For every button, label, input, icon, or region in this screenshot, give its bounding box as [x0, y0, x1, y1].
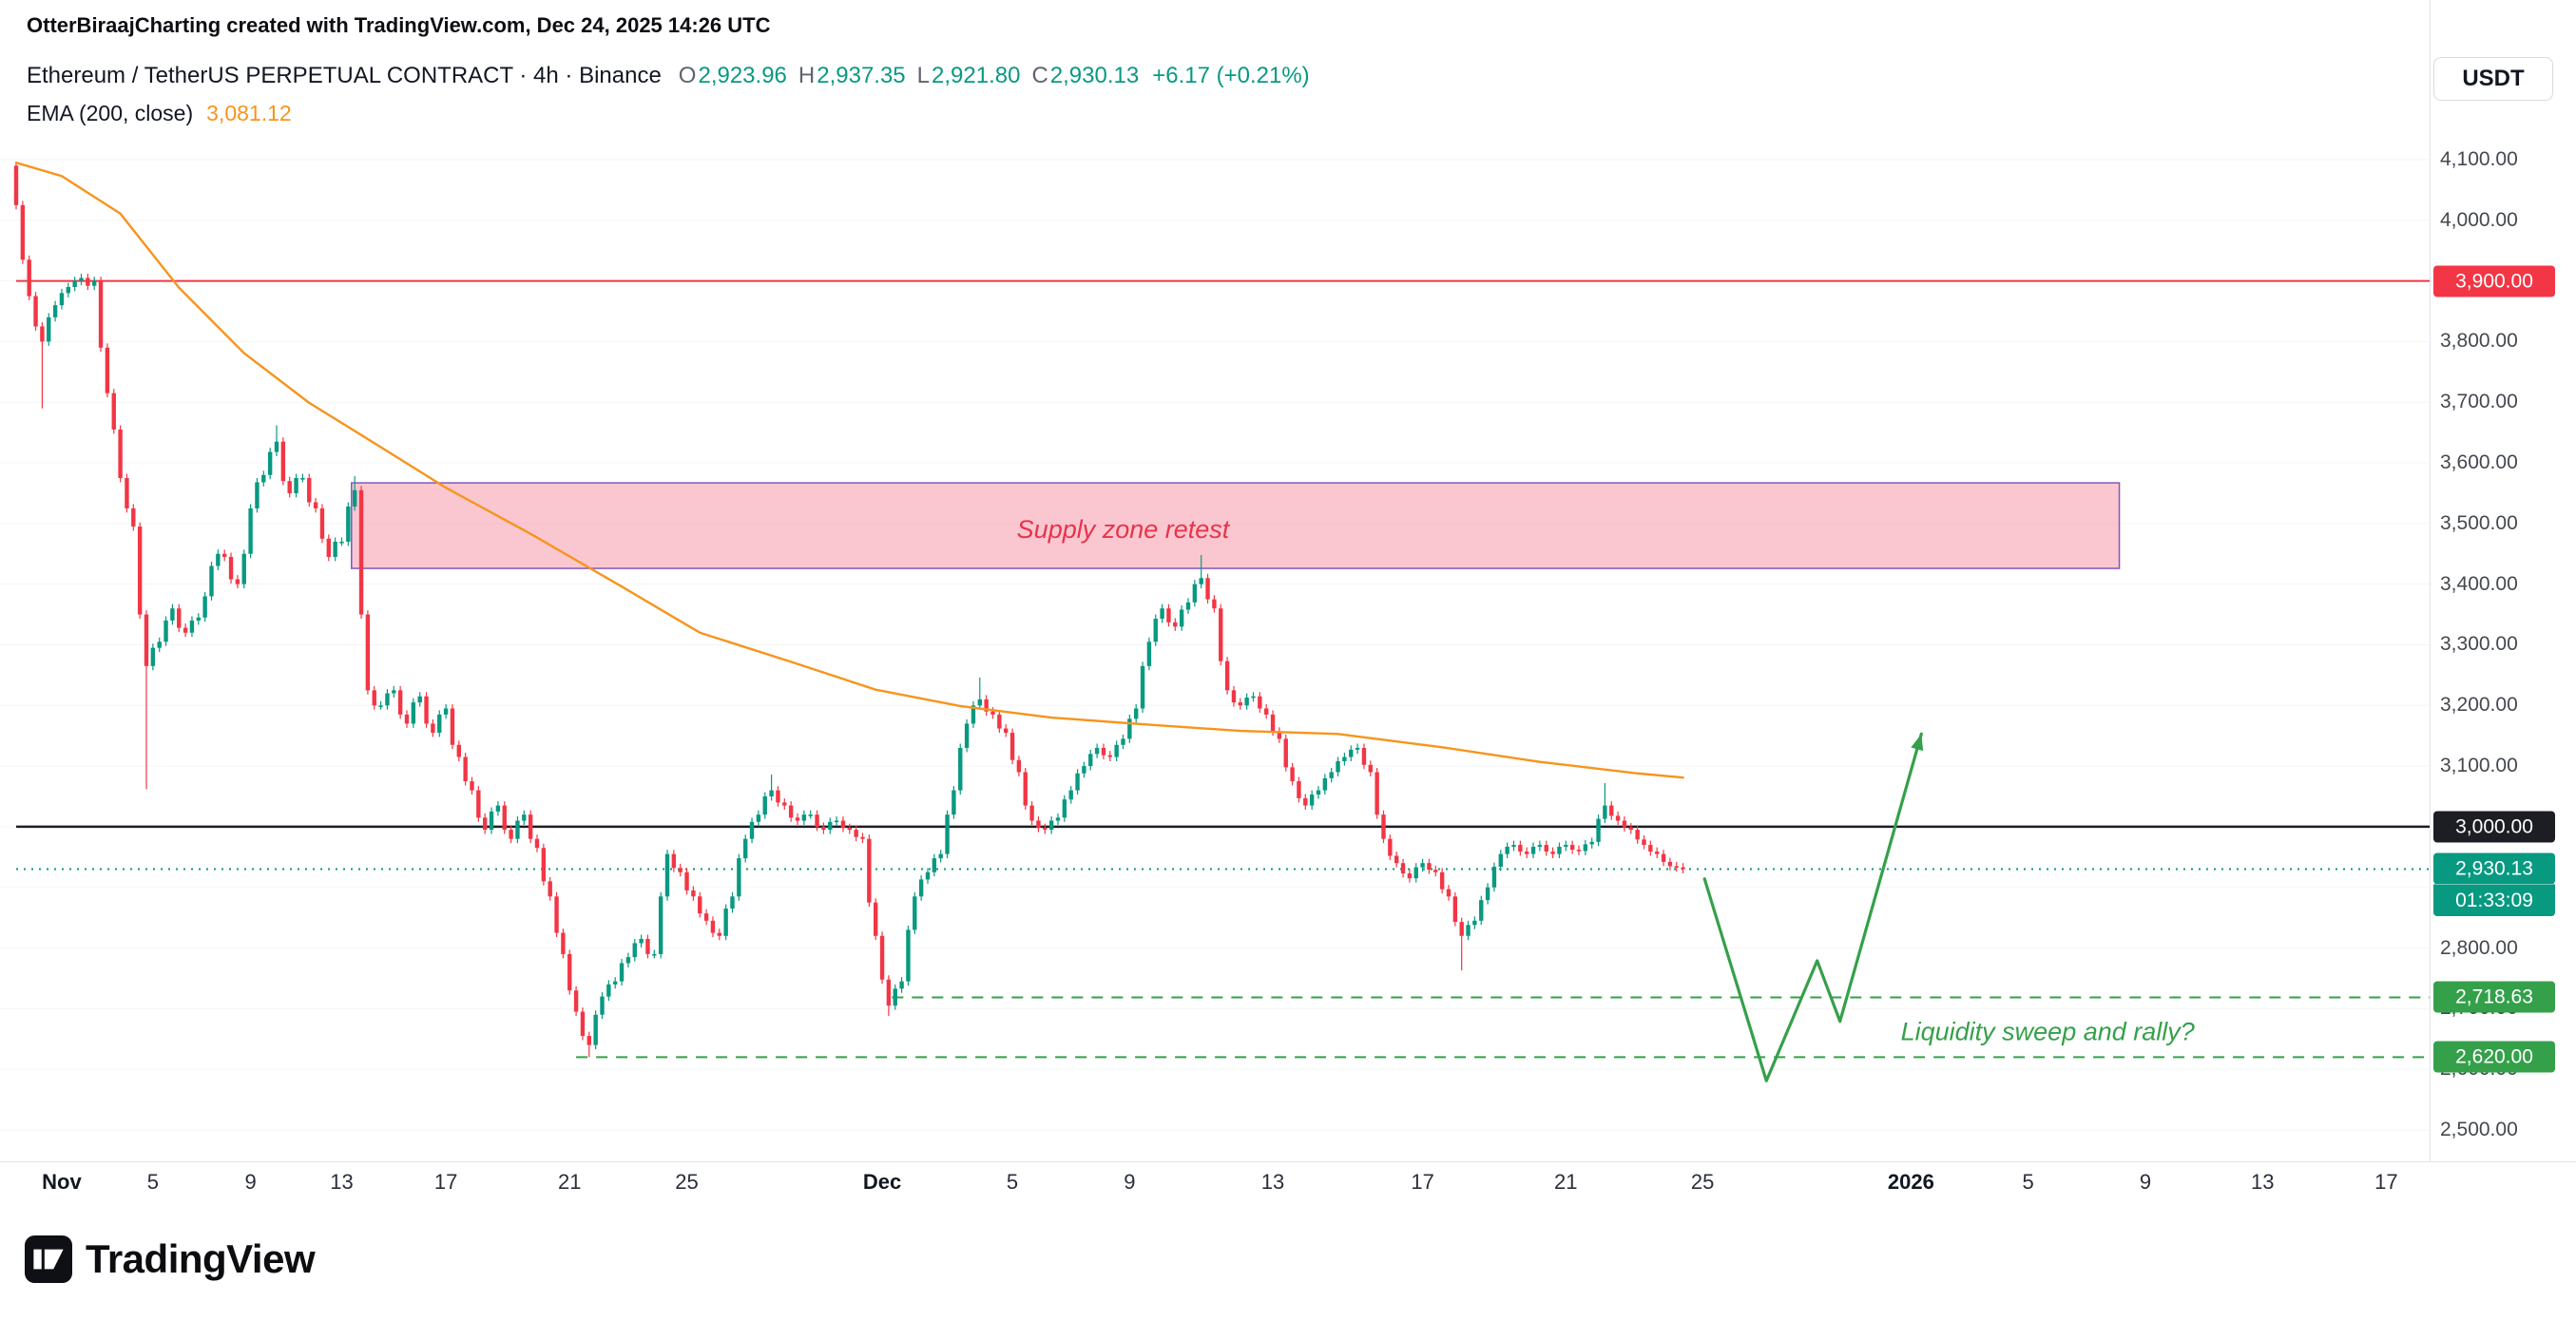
time-axis-label: 25 [675, 1170, 699, 1194]
ohlc-low-label: L [916, 63, 931, 88]
supply-zone[interactable]: Supply zone retest [351, 482, 2121, 569]
attribution-text: OtterBiraajCharting created with Trading… [27, 13, 771, 37]
price-badge-liquidity-2620: 2,620.00 [2433, 1041, 2555, 1073]
price-axis-label: 3,400.00 [2440, 572, 2518, 595]
price-axis-label: 3,800.00 [2440, 330, 2518, 353]
ohlc-high-label: H [798, 63, 816, 88]
indicator-label[interactable]: EMA (200, close) [27, 101, 194, 125]
price-axis-label: 4,100.00 [2440, 148, 2518, 170]
price-axis-label: 4,000.00 [2440, 208, 2518, 231]
price-axis-label: 2,800.00 [2440, 936, 2518, 959]
time-axis-label: 17 [2374, 1170, 2398, 1194]
price-axis-label: 2,500.00 [2440, 1118, 2518, 1140]
time-axis-label: 17 [1411, 1170, 1434, 1194]
time-axis-label: 5 [2022, 1170, 2034, 1194]
price-axis-label: 3,700.00 [2440, 391, 2518, 413]
projection-arrow[interactable] [1702, 732, 1924, 1082]
price-badge-resistance-3900: 3,900.00 [2433, 265, 2555, 297]
ema-line[interactable] [14, 161, 1684, 779]
price-axis-label: 3,100.00 [2440, 755, 2518, 777]
grid-layer [0, 159, 2430, 1131]
time-axis-label: Dec [862, 1170, 902, 1194]
symbol-title[interactable]: Ethereum / TetherUS PERPETUAL CONTRACT ·… [27, 63, 662, 88]
time-axis-label: 25 [1690, 1170, 1715, 1194]
time-axis-label: 9 [244, 1170, 257, 1194]
ohlc-low-value: 2,921.80 [932, 63, 1021, 88]
time-axis-label: 9 [1124, 1170, 1136, 1194]
price-axis-label: 3,200.00 [2440, 694, 2518, 717]
price-axis-separator [2430, 0, 2431, 1161]
price-axis-label: 3,300.00 [2440, 633, 2518, 656]
indicator-row: EMA (200, close) 3,081.12 [27, 101, 1310, 126]
time-axis-label: 2026 [1887, 1170, 1934, 1194]
time-axis-label: 17 [433, 1170, 458, 1194]
price-axis-label: 3,600.00 [2440, 451, 2518, 474]
time-axis-label: Nov [42, 1170, 82, 1194]
time-axis-separator [0, 1161, 2576, 1162]
ohlc-close-value: 2,930.13 [1049, 63, 1140, 88]
countdown-badge: 01:33:09 [2433, 884, 2555, 917]
price-badge-support-3000: 3,000.00 [2433, 811, 2555, 843]
symbol-row: Ethereum / TetherUS PERPETUAL CONTRACT ·… [27, 63, 1310, 89]
currency-toggle-button[interactable]: USDT [2433, 57, 2553, 101]
candles-layer [13, 163, 1685, 1058]
time-axis-label: 21 [558, 1170, 582, 1194]
tradingview-logo-icon [25, 1235, 72, 1283]
time-axis-label: 5 [1006, 1170, 1019, 1194]
symbol-legend: Ethereum / TetherUS PERPETUAL CONTRACT ·… [27, 63, 1310, 126]
ohlc-open-label: O [678, 63, 697, 88]
annotation-text[interactable]: Liquidity sweep and rally? [1901, 1018, 2195, 1046]
time-axis-label: 9 [2139, 1170, 2152, 1194]
time-axis-label: 5 [146, 1170, 159, 1194]
ohlc-close-label: C [1031, 63, 1048, 88]
time-axis-label: 21 [1554, 1170, 1578, 1194]
time-axis-label: 13 [330, 1170, 354, 1194]
tradingview-branding[interactable]: TradingView [25, 1235, 316, 1283]
price-change: +6.17 (+0.21%) [1152, 63, 1310, 88]
ohlc-open-value: 2,923.96 [698, 63, 787, 88]
time-axis-label: 13 [2251, 1170, 2275, 1194]
time-axis-label: 13 [1260, 1170, 1285, 1194]
indicator-value: 3,081.12 [206, 101, 292, 125]
price-axis[interactable]: 4,100.00 4,000.00 3,800.00 3,700.00 3,600.00… [2431, 0, 2576, 1161]
supply-zone-label: Supply zone retest [1017, 515, 1231, 544]
time-axis[interactable]: Nov 5 9 13 17 21 25 Dec 5 9 13 17 21 25 2026 5 9 13 17 [0, 1162, 2430, 1210]
price-badge-liquidity-2718: 2,718.63 [2433, 981, 2555, 1013]
price-chart[interactable]: Supply zone retest Liquidity sweep and ra… [0, 0, 2430, 1161]
price-axis-label: 3,500.00 [2440, 511, 2518, 534]
ohlc-high-value: 2,937.35 [817, 63, 906, 88]
price-badge-current-price: 2,930.13 [2433, 852, 2555, 885]
tradingview-wordmark: TradingView [86, 1236, 316, 1281]
